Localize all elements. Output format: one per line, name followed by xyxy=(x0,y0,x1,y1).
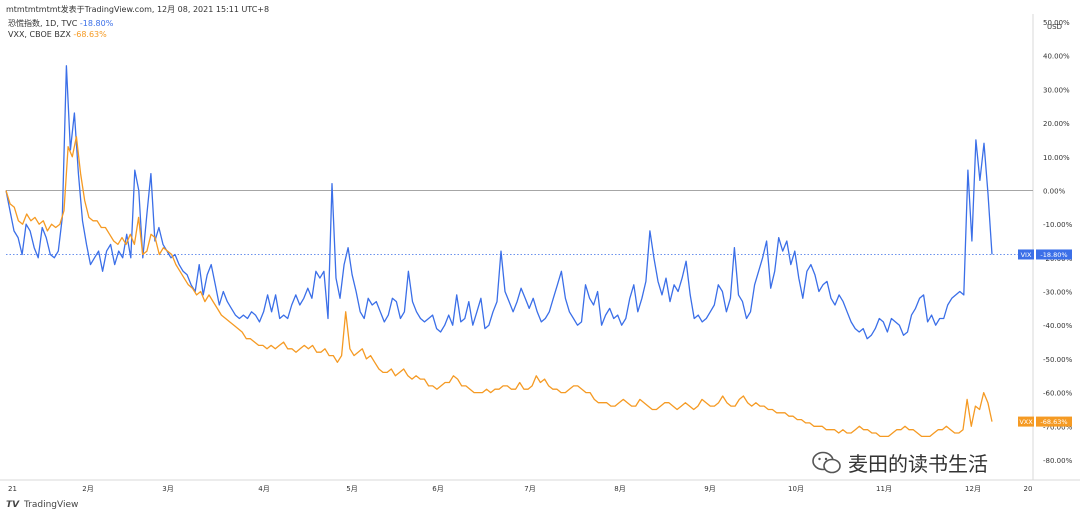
y-tick-label: -50.00% xyxy=(1043,356,1073,364)
x-tick-label: 10月 xyxy=(788,485,804,493)
last-value-text-vxx: -68.63% xyxy=(1040,418,1067,426)
x-tick-label: 6月 xyxy=(432,485,443,493)
legend-vxx-name: VXX, CBOE BZX xyxy=(8,30,71,39)
x-tick-label: 7月 xyxy=(524,485,535,493)
legend-row-vxx[interactable]: VXX, CBOE BZX -68.63% xyxy=(8,29,113,40)
x-tick-label: 12月 xyxy=(965,485,981,493)
legend-vix-name: 恐慌指数, 1D, TVC xyxy=(8,19,78,28)
x-tick-label: 4月 xyxy=(258,485,269,493)
x-tick-label: 3月 xyxy=(162,485,173,493)
y-tick-label: -80.00% xyxy=(1043,457,1073,465)
y-tick-label: -40.00% xyxy=(1043,322,1073,330)
last-name-text-vxx: VXX xyxy=(1019,418,1033,426)
x-tick-label: 21 xyxy=(8,485,17,493)
wechat-icon xyxy=(812,451,841,473)
legend-vxx-value: -68.63% xyxy=(73,30,107,39)
y-tick-label: 10.00% xyxy=(1043,154,1070,162)
legend: 恐慌指数, 1D, TVC -18.80% VXX, CBOE BZX -68.… xyxy=(8,18,113,40)
footer: 𝙏𝙑 TradingView xyxy=(6,500,78,510)
y-tick-label: -10.00% xyxy=(1043,221,1073,229)
last-name-text-vix: VIX xyxy=(1021,251,1032,259)
x-tick-label: 8月 xyxy=(614,485,625,493)
series-line-vxx xyxy=(5,135,993,438)
x-tick-label: 9月 xyxy=(704,485,715,493)
watermark: 麦田的读书生活 xyxy=(812,448,988,477)
y-tick-label: 50.00% xyxy=(1043,19,1070,27)
legend-row-vix[interactable]: 恐慌指数, 1D, TVC -18.80% xyxy=(8,18,113,29)
legend-vix-value: -18.80% xyxy=(79,19,114,28)
watermark-text: 麦田的读书生活 xyxy=(848,452,988,476)
last-name-tag-vxx xyxy=(1018,416,1034,427)
tradingview-logo-icon: 𝙏𝙑 xyxy=(6,500,20,510)
x-tick-label: 2月 xyxy=(82,485,93,493)
x-tick-label: 11月 xyxy=(876,485,892,493)
last-value-tag-vxx xyxy=(1036,416,1072,427)
y-tick-label: 40.00% xyxy=(1043,53,1070,61)
y-tick-label: -30.00% xyxy=(1043,289,1073,297)
series-line-vix xyxy=(5,65,993,340)
last-value-tag-vix xyxy=(1036,249,1072,260)
y-tick-label: 30.00% xyxy=(1043,86,1070,94)
y-tick-label: -70.00% xyxy=(1043,423,1073,431)
y-tick-label: -60.00% xyxy=(1043,390,1073,398)
y-axis-unit: USD xyxy=(1047,23,1062,31)
x-tick-label: 5月 xyxy=(346,485,357,493)
last-name-tag-vix xyxy=(1018,249,1034,260)
footer-brand[interactable]: TradingView xyxy=(23,500,79,510)
last-value-text-vix: -18.80% xyxy=(1040,251,1067,259)
chart-header: mtmtmtmtmt发表于TradingView.com, 12月 08, 20… xyxy=(6,5,270,14)
x-tick-label: 20 xyxy=(1024,485,1033,493)
y-tick-label: 20.00% xyxy=(1043,120,1070,128)
y-tick-label: 0.00% xyxy=(1043,187,1066,195)
